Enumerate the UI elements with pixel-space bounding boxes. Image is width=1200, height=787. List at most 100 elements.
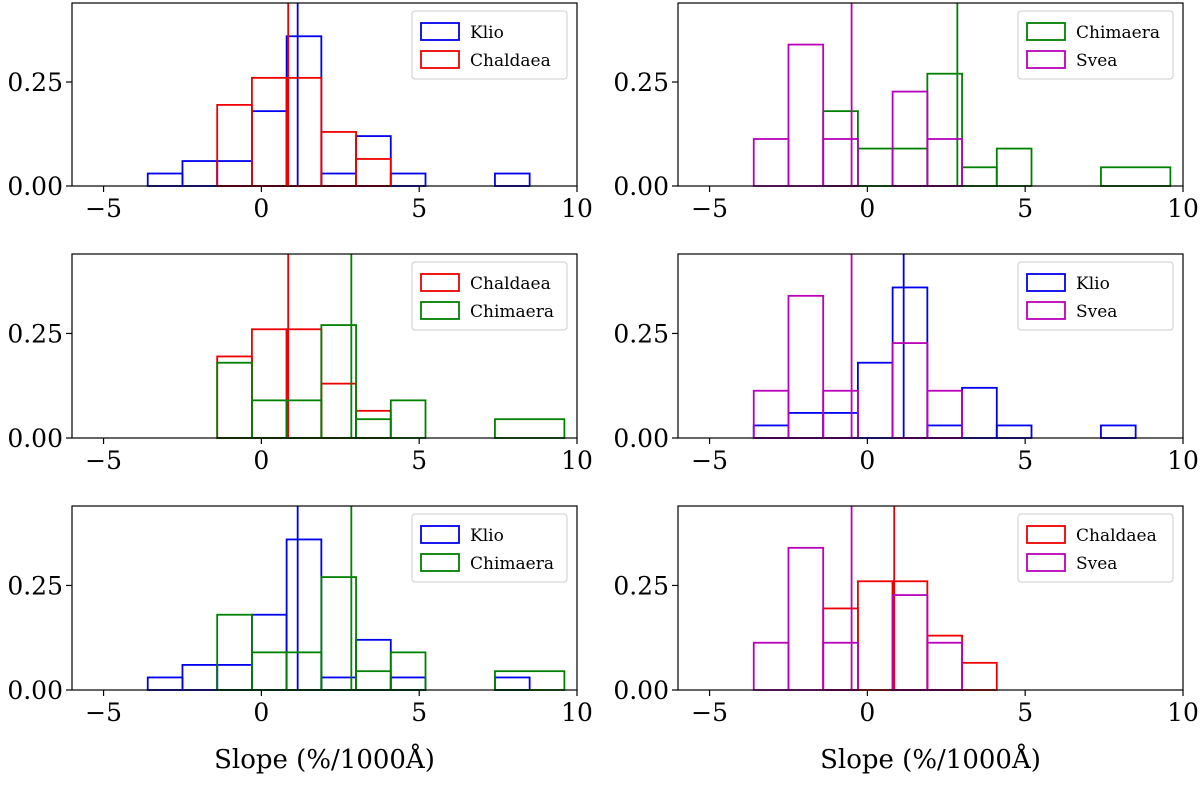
legend-label: Chaldaea	[470, 274, 551, 294]
hist-bar	[252, 111, 287, 186]
y-tick-label: 0.00	[7, 424, 63, 453]
x-tick-label: 10	[1167, 446, 1199, 475]
hist-bar	[997, 425, 1032, 438]
y-tick-label: 0.25	[613, 319, 669, 348]
hist-bar	[217, 665, 252, 690]
hist-bar	[927, 643, 962, 690]
hist-bar	[893, 92, 928, 186]
x-tick-label: 10	[561, 698, 593, 727]
x-tick-label: 5	[411, 698, 427, 727]
hist-bar	[823, 608, 858, 690]
y-tick-label: 0.00	[613, 424, 669, 453]
x-tick-label: 5	[1017, 194, 1033, 223]
legend-label: Svea	[1076, 302, 1117, 322]
hist-bar	[858, 149, 893, 186]
hist-bar	[927, 391, 962, 438]
series-svea	[754, 3, 962, 186]
hist-bar	[391, 400, 426, 438]
hist-bar	[217, 363, 252, 438]
hist-bar	[252, 78, 287, 186]
legend-label: Svea	[1076, 554, 1117, 574]
x-tick-label: 0	[253, 446, 269, 475]
panel-6: −5 0 5 10 0.00 0.25 Chaldaea Svea Slope (%/1000Å…	[613, 506, 1199, 775]
hist-bar	[962, 388, 997, 438]
hist-bar	[823, 413, 858, 438]
hist-bar	[356, 159, 391, 186]
y-tick-label: 0.00	[7, 172, 63, 201]
hist-bar	[287, 36, 322, 186]
panel-5: −5 0 5 10 0.00 0.25 Klio Chimaera Slope (%/1000Å…	[7, 506, 593, 775]
series-chaldaea	[823, 506, 997, 690]
x-tick-label: 10	[561, 194, 593, 223]
x-tick-label: −5	[691, 698, 728, 727]
hist-bar	[217, 615, 252, 690]
hist-bar	[754, 139, 789, 186]
hist-bar	[823, 111, 858, 186]
legend-label: Chaldaea	[470, 51, 551, 71]
hist-bar	[754, 425, 789, 438]
x-tick-label: 0	[859, 698, 875, 727]
legend-label: Klio	[1076, 274, 1110, 294]
panel-4: −5 0 5 10 0.00 0.25 Klio Svea	[613, 254, 1199, 475]
legend: KlioChimaera	[412, 514, 567, 582]
x-tick-label: 10	[1167, 194, 1199, 223]
panel-1: −5 0 5 100.000.25KlioChaldaea	[7, 3, 593, 223]
x-tick-label: −5	[691, 194, 728, 223]
legend: Klio Svea	[1018, 262, 1173, 330]
hist-bar	[495, 174, 530, 186]
hist-bar	[356, 411, 391, 438]
x-tick-label: 0	[253, 698, 269, 727]
x-tick-label: 0	[253, 194, 269, 223]
y-tick-label: 0.25	[7, 319, 63, 348]
panel-2: −5 0 5 10 0.00 0.25 Chimaera Svea	[613, 3, 1199, 223]
hist-bar	[252, 652, 287, 690]
hist-bar	[391, 677, 426, 690]
hist-bar	[321, 174, 356, 186]
hist-bar	[893, 581, 928, 690]
hist-bar	[182, 161, 217, 186]
x-tick-label: −5	[85, 446, 122, 475]
y-tick-label: 0.00	[613, 676, 669, 705]
hist-bar	[962, 167, 997, 186]
legend: KlioChaldaea	[412, 11, 567, 79]
hist-bar	[788, 548, 823, 690]
x-axis-label: Slope (%/1000Å)	[214, 743, 435, 775]
y-tick-label: 0.00	[7, 676, 63, 705]
x-tick-label: −5	[691, 446, 728, 475]
hist-bar	[788, 296, 823, 438]
y-tick-label: 0.00	[613, 172, 669, 201]
hist-bar	[287, 329, 322, 438]
x-axis-label: Slope (%/1000Å)	[820, 743, 1041, 775]
hist-bar	[788, 45, 823, 186]
x-tick-label: 5	[1017, 446, 1033, 475]
hist-bar	[754, 391, 789, 438]
hist-bar	[893, 149, 928, 186]
legend-label: Svea	[1076, 51, 1117, 71]
legend-label: Chimaera	[1076, 23, 1160, 43]
hist-bar	[1101, 167, 1170, 186]
x-tick-label: 0	[859, 194, 875, 223]
hist-bar	[252, 329, 287, 438]
hist-bar	[321, 132, 356, 186]
hist-bar	[823, 643, 858, 690]
x-tick-label: 0	[859, 446, 875, 475]
hist-bar	[217, 105, 252, 186]
figure: −5 0 5 10 0.00 0.25 Klio Chaldaea −5 0 5 10 0.00 0.25…	[0, 0, 1200, 782]
hist-bar	[391, 174, 426, 186]
hist-bar	[287, 652, 322, 690]
legend-label: Chimaera	[470, 554, 554, 574]
x-tick-label: 10	[561, 446, 593, 475]
hist-bar	[148, 677, 183, 690]
hist-bar	[182, 665, 217, 690]
x-tick-label: −5	[85, 698, 122, 727]
hist-bar	[893, 287, 928, 438]
hist-bar	[788, 413, 823, 438]
series-chaldaea	[217, 254, 391, 438]
hist-bar	[356, 640, 391, 690]
hist-bar	[287, 539, 322, 690]
y-tick-label: 0.25	[613, 571, 669, 600]
series-chaldaea	[217, 3, 391, 186]
legend-label: Chaldaea	[1076, 526, 1157, 546]
hist-bar	[148, 174, 183, 186]
hist-bar	[217, 356, 252, 438]
